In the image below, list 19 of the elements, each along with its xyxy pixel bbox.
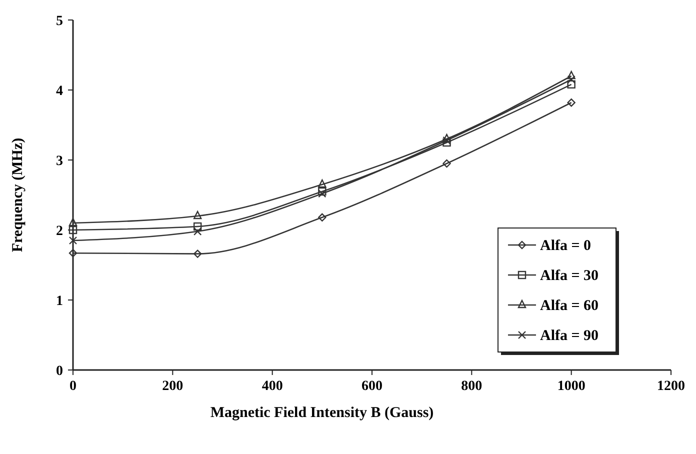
- legend-label: Alfa = 0: [540, 238, 592, 254]
- y-tick-label: 0: [56, 364, 63, 379]
- y-tick-label: 2: [56, 224, 63, 239]
- x-tick-label: 600: [362, 379, 382, 394]
- y-tick-label: 4: [56, 84, 63, 99]
- x-tick-label: 800: [461, 379, 482, 394]
- x-tick-label: 0: [70, 379, 76, 394]
- x-tick-label: 1200: [657, 379, 685, 394]
- y-tick-label: 1: [56, 294, 63, 309]
- legend-label: Alfa = 60: [540, 298, 599, 314]
- x-tick-label: 1000: [557, 379, 586, 394]
- legend-label: Alfa = 90: [540, 328, 599, 344]
- x-axis-title: Magnetic Field Intensity B (Gauss): [210, 405, 434, 421]
- y-tick-label: 3: [56, 154, 63, 169]
- y-tick-label: 5: [56, 14, 63, 29]
- x-tick-label: 400: [262, 379, 283, 394]
- y-axis-title: Frequency (MHz): [10, 138, 26, 252]
- legend-label: Alfa = 30: [540, 268, 599, 284]
- x-tick-label: 200: [162, 379, 184, 394]
